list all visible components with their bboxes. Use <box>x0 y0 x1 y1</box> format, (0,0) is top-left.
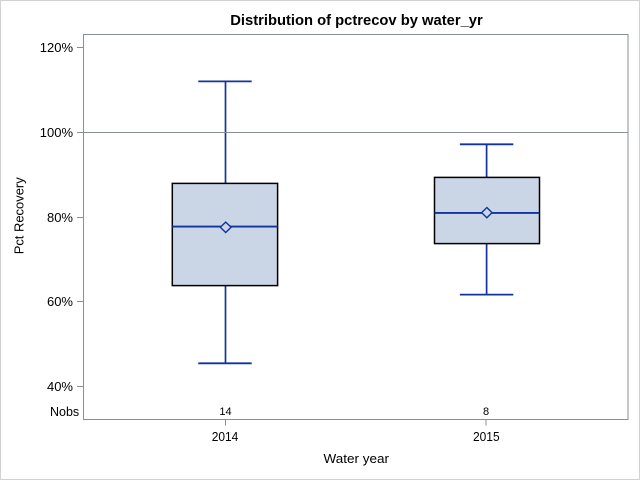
svg-text:100%: 100% <box>40 125 74 140</box>
svg-text:Pct Recovery: Pct Recovery <box>12 177 27 254</box>
svg-text:8: 8 <box>483 406 489 418</box>
svg-text:80%: 80% <box>47 210 73 225</box>
svg-text:Nobs: Nobs <box>50 405 79 419</box>
svg-text:2015: 2015 <box>473 429 500 444</box>
svg-text:2014: 2014 <box>212 429 239 444</box>
svg-text:40%: 40% <box>47 379 73 394</box>
svg-text:120%: 120% <box>40 40 74 55</box>
svg-text:Water year: Water year <box>324 451 390 466</box>
svg-text:14: 14 <box>219 406 231 418</box>
svg-text:60%: 60% <box>47 294 73 309</box>
svg-text:Distribution of pctrecov by wa: Distribution of pctrecov by water_yr <box>230 12 483 29</box>
